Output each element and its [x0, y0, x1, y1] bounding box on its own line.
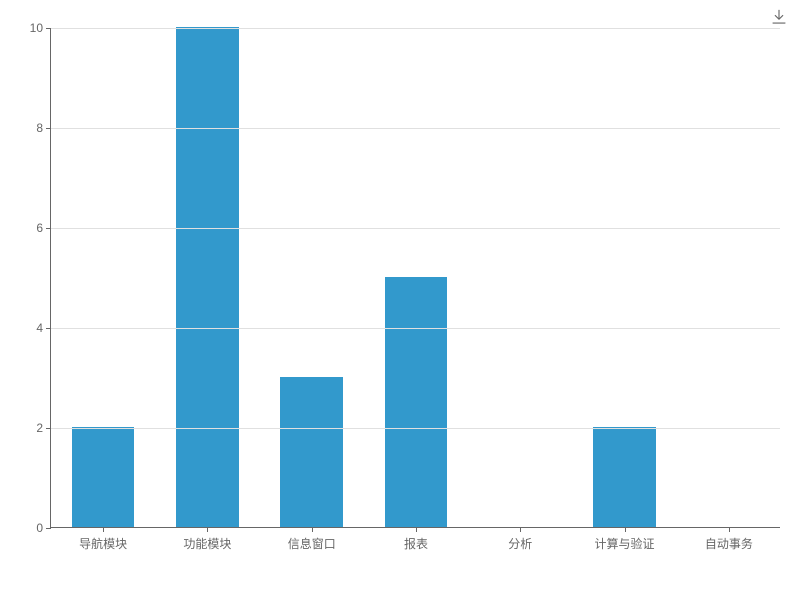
grid-line: [51, 228, 780, 229]
x-tick-label: 自动事务: [705, 527, 753, 552]
bars-container: [51, 28, 780, 527]
plot-area: 0246810导航模块功能模块信息窗口报表分析计算与验证自动事务: [50, 28, 780, 528]
x-tick-label: 信息窗口: [288, 527, 336, 552]
y-tick-label: 8: [36, 121, 51, 135]
x-tick-label: 功能模块: [183, 527, 231, 552]
x-tick-label: 报表: [404, 527, 428, 552]
grid-line: [51, 328, 780, 329]
grid-line: [51, 28, 780, 29]
y-tick-label: 2: [36, 421, 51, 435]
y-tick-label: 4: [36, 321, 51, 335]
bar: [72, 427, 135, 527]
y-tick-label: 10: [30, 21, 51, 35]
y-tick-label: 0: [36, 521, 51, 535]
grid-line: [51, 128, 780, 129]
x-tick-label: 分析: [508, 527, 532, 552]
grid-line: [51, 428, 780, 429]
y-tick-label: 6: [36, 221, 51, 235]
x-tick-label: 导航模块: [79, 527, 127, 552]
bar: [280, 377, 343, 527]
x-tick-label: 计算与验证: [595, 527, 655, 552]
bar: [593, 427, 656, 527]
bar: [385, 277, 448, 527]
bar-chart: 0 2 4 6 8 10 导航模块 功能模块 信息窗口 报表 分析 计算与验证 自动事务: [0, 10, 800, 580]
bar: [176, 27, 239, 527]
